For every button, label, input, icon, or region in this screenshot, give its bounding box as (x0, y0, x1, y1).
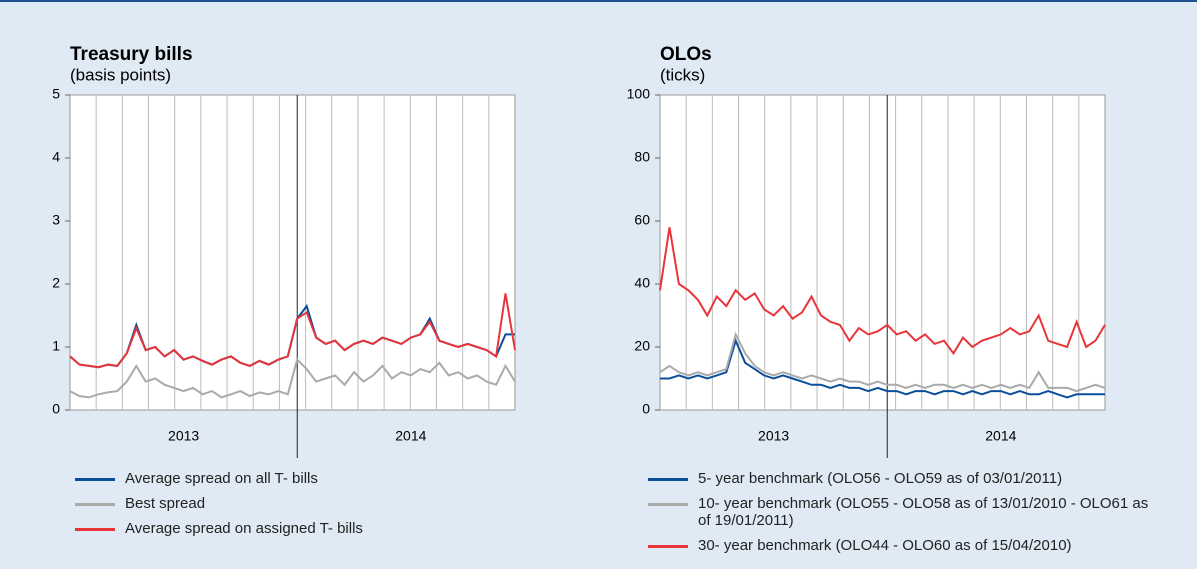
legend-label: Average spread on all T- bills (125, 470, 318, 487)
plot-area (69, 94, 516, 411)
series-line (659, 331, 1106, 393)
x-tick-label: 2013 (758, 428, 789, 444)
legend-item: Best spread (75, 495, 475, 512)
y-tick-label: 60 (634, 212, 650, 228)
legend-item: Average spread on all T- bills (75, 470, 475, 487)
y-tick-label: 0 (52, 401, 60, 417)
y-tick-label: 1 (52, 338, 60, 354)
chart-title: OLOs (660, 44, 712, 65)
legend-swatch (75, 478, 115, 481)
legend-item: 10- year benchmark (OLO55 - OLO58 as of … (648, 495, 1168, 529)
series-line (69, 357, 516, 399)
y-tick-label: 2 (52, 275, 60, 291)
legend-label: Average spread on assigned T- bills (125, 520, 363, 537)
legend: Average spread on all T- bills Best sprea… (75, 470, 475, 545)
legend-label: 5- year benchmark (OLO56 - OLO59 as of 0… (698, 470, 1063, 487)
y-tick-label: 0 (642, 401, 650, 417)
y-tick-label: 40 (634, 275, 650, 291)
x-tick-label: 2014 (395, 428, 426, 444)
y-tick-label: 4 (52, 149, 60, 165)
legend-label: 30- year benchmark (OLO44 - OLO60 as of … (698, 537, 1072, 554)
chart: OLOs(ticks) 0 20 40 60 80 100 2013 2014 (627, 44, 1106, 458)
y-tick-label: 5 (52, 86, 60, 102)
y-tick-label: 100 (627, 86, 651, 102)
y-tick-label: 3 (52, 212, 60, 228)
legend-item: 30- year benchmark (OLO44 - OLO60 as of … (648, 537, 1168, 554)
y-tick-label: 20 (634, 338, 650, 354)
x-tick-label: 2013 (168, 428, 199, 444)
top-rule (0, 0, 1197, 2)
legend-item: 5- year benchmark (OLO56 - OLO59 as of 0… (648, 470, 1168, 487)
x-tick-label: 2014 (985, 428, 1016, 444)
legend-swatch (75, 528, 115, 531)
legend: 5- year benchmark (OLO56 - OLO59 as of 0… (648, 470, 1168, 562)
legend-swatch (648, 503, 688, 506)
legend-label: 10- year benchmark (OLO55 - OLO58 as of … (698, 495, 1149, 529)
series-line (660, 337, 1105, 399)
y-tick-label: 80 (634, 149, 650, 165)
legend-label: Best spread (125, 495, 206, 512)
chart-title: Treasury bills (70, 44, 193, 65)
legend-item: Average spread on assigned T- bills (75, 520, 475, 537)
series-line (69, 293, 516, 369)
legend-swatch (75, 503, 115, 506)
series-line (659, 227, 1106, 356)
chart-subtitle: (ticks) (660, 65, 705, 84)
legend-swatch (648, 545, 688, 548)
chart-subtitle: (basis points) (70, 65, 171, 84)
chart: Treasury bills(basis points) 0 1 2 3 4 5 2013 20… (52, 44, 516, 458)
legend-swatch (648, 478, 688, 481)
plot-area (659, 94, 1106, 411)
